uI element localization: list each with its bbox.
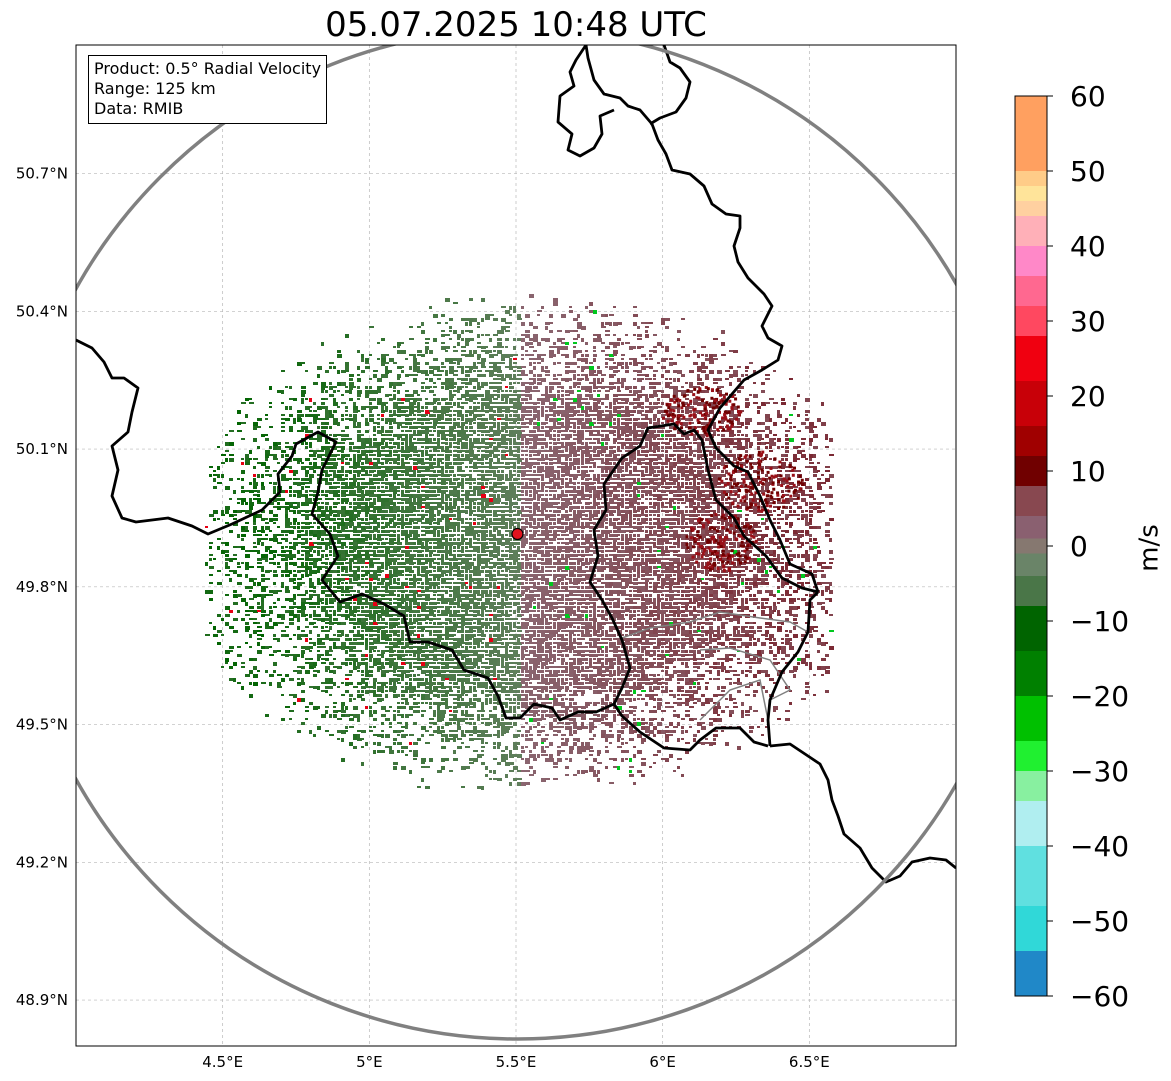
colorbar-band xyxy=(1015,306,1047,337)
chart-title: 05.07.2025 10:48 UTC xyxy=(325,5,707,45)
lon-tick-label: 4.5°E xyxy=(202,1053,243,1071)
colorbar-tick-label: −30 xyxy=(1070,755,1129,788)
colorbar-band xyxy=(1015,516,1047,539)
range-label: Range: 125 km xyxy=(94,79,216,98)
colorbar-tick-label: 50 xyxy=(1070,155,1106,188)
product-info-box: Product: 0.5° Radial Velocity Range: 125… xyxy=(88,55,328,124)
plot-area xyxy=(76,45,956,1046)
colorbar-tick-label: −20 xyxy=(1070,680,1129,713)
colorbar-band xyxy=(1015,201,1047,217)
colorbar-band xyxy=(1015,456,1047,487)
colorbar-ticks: 60 50 40 30 20 10 0 −10 −20 −30 −40 −50 −60 xyxy=(1047,80,1129,1013)
colorbar-band xyxy=(1015,381,1047,427)
lat-tick-label: 49.8°N xyxy=(16,578,68,596)
colorbar-band xyxy=(1015,246,1047,277)
colorbar-tick-label: 40 xyxy=(1070,230,1106,263)
colorbar-band xyxy=(1015,486,1047,517)
colorbar-unit-label: m/s xyxy=(1135,524,1165,572)
colorbar-tick-label: 10 xyxy=(1070,455,1106,488)
range-ring xyxy=(76,45,956,1041)
colorbar-band xyxy=(1015,576,1047,607)
velocity-echoes xyxy=(205,294,834,790)
lat-tick-label: 50.1°N xyxy=(16,440,68,458)
lon-tick-label: 6.5°E xyxy=(789,1053,830,1071)
colorbar-tick-label: 30 xyxy=(1070,305,1106,338)
data-source-label: Data: RMIB xyxy=(94,99,184,118)
colorbar-tick-label: 20 xyxy=(1070,380,1106,413)
lat-tick-label: 50.7°N xyxy=(16,165,68,183)
lat-tick-label: 49.5°N xyxy=(16,716,68,734)
colorbar-tick-label: −40 xyxy=(1070,830,1129,863)
colorbar-band xyxy=(1015,906,1047,952)
colorbar-band xyxy=(1015,606,1047,652)
lat-tick-label: 48.9°N xyxy=(16,991,68,1009)
lat-tick-label: 49.2°N xyxy=(16,853,68,871)
colorbar-band xyxy=(1015,186,1047,202)
lon-tick-label: 6°E xyxy=(649,1053,676,1071)
colorbar-band xyxy=(1015,276,1047,307)
colorbar-band xyxy=(1015,846,1047,907)
colorbar-band xyxy=(1015,426,1047,457)
colorbar-tick-label: 60 xyxy=(1070,80,1106,113)
lat-tick-label: 50.4°N xyxy=(16,302,68,320)
lon-tick-label: 5.5°E xyxy=(496,1053,537,1071)
colorbar-tick-label: −50 xyxy=(1070,905,1129,938)
colorbar-band xyxy=(1015,771,1047,802)
colorbar-band xyxy=(1015,96,1047,172)
colorbar-band xyxy=(1015,336,1047,382)
plot-frame xyxy=(75,44,957,1047)
colorbar-band xyxy=(1015,538,1047,554)
colorbar-band xyxy=(1015,951,1047,997)
province-borders xyxy=(621,611,809,721)
radar-site-marker xyxy=(511,527,524,541)
colorbar-tick-label: −60 xyxy=(1070,980,1129,1013)
product-label: Product: 0.5° Radial Velocity xyxy=(94,59,322,78)
colorbar-band xyxy=(1015,651,1047,697)
colorbar-band xyxy=(1015,171,1047,187)
colorbar-tick-label: −10 xyxy=(1070,605,1129,638)
colorbar-band xyxy=(1015,553,1047,577)
axis-tick-labels: 4.5°E 5°E 5.5°E 6°E 6.5°E 50.7°N 50.4°N 50.1°N 4… xyxy=(16,165,830,1071)
colorbar-tick-label: 0 xyxy=(1070,530,1088,563)
lon-tick-label: 5°E xyxy=(356,1053,383,1071)
colorbar-bands xyxy=(1015,96,1047,997)
gridlines xyxy=(76,45,956,1046)
colorbar-band xyxy=(1015,216,1047,247)
colorbar-band xyxy=(1015,801,1047,847)
colorbar-band xyxy=(1015,696,1047,742)
country-borders xyxy=(76,45,956,884)
colorbar-band xyxy=(1015,741,1047,772)
